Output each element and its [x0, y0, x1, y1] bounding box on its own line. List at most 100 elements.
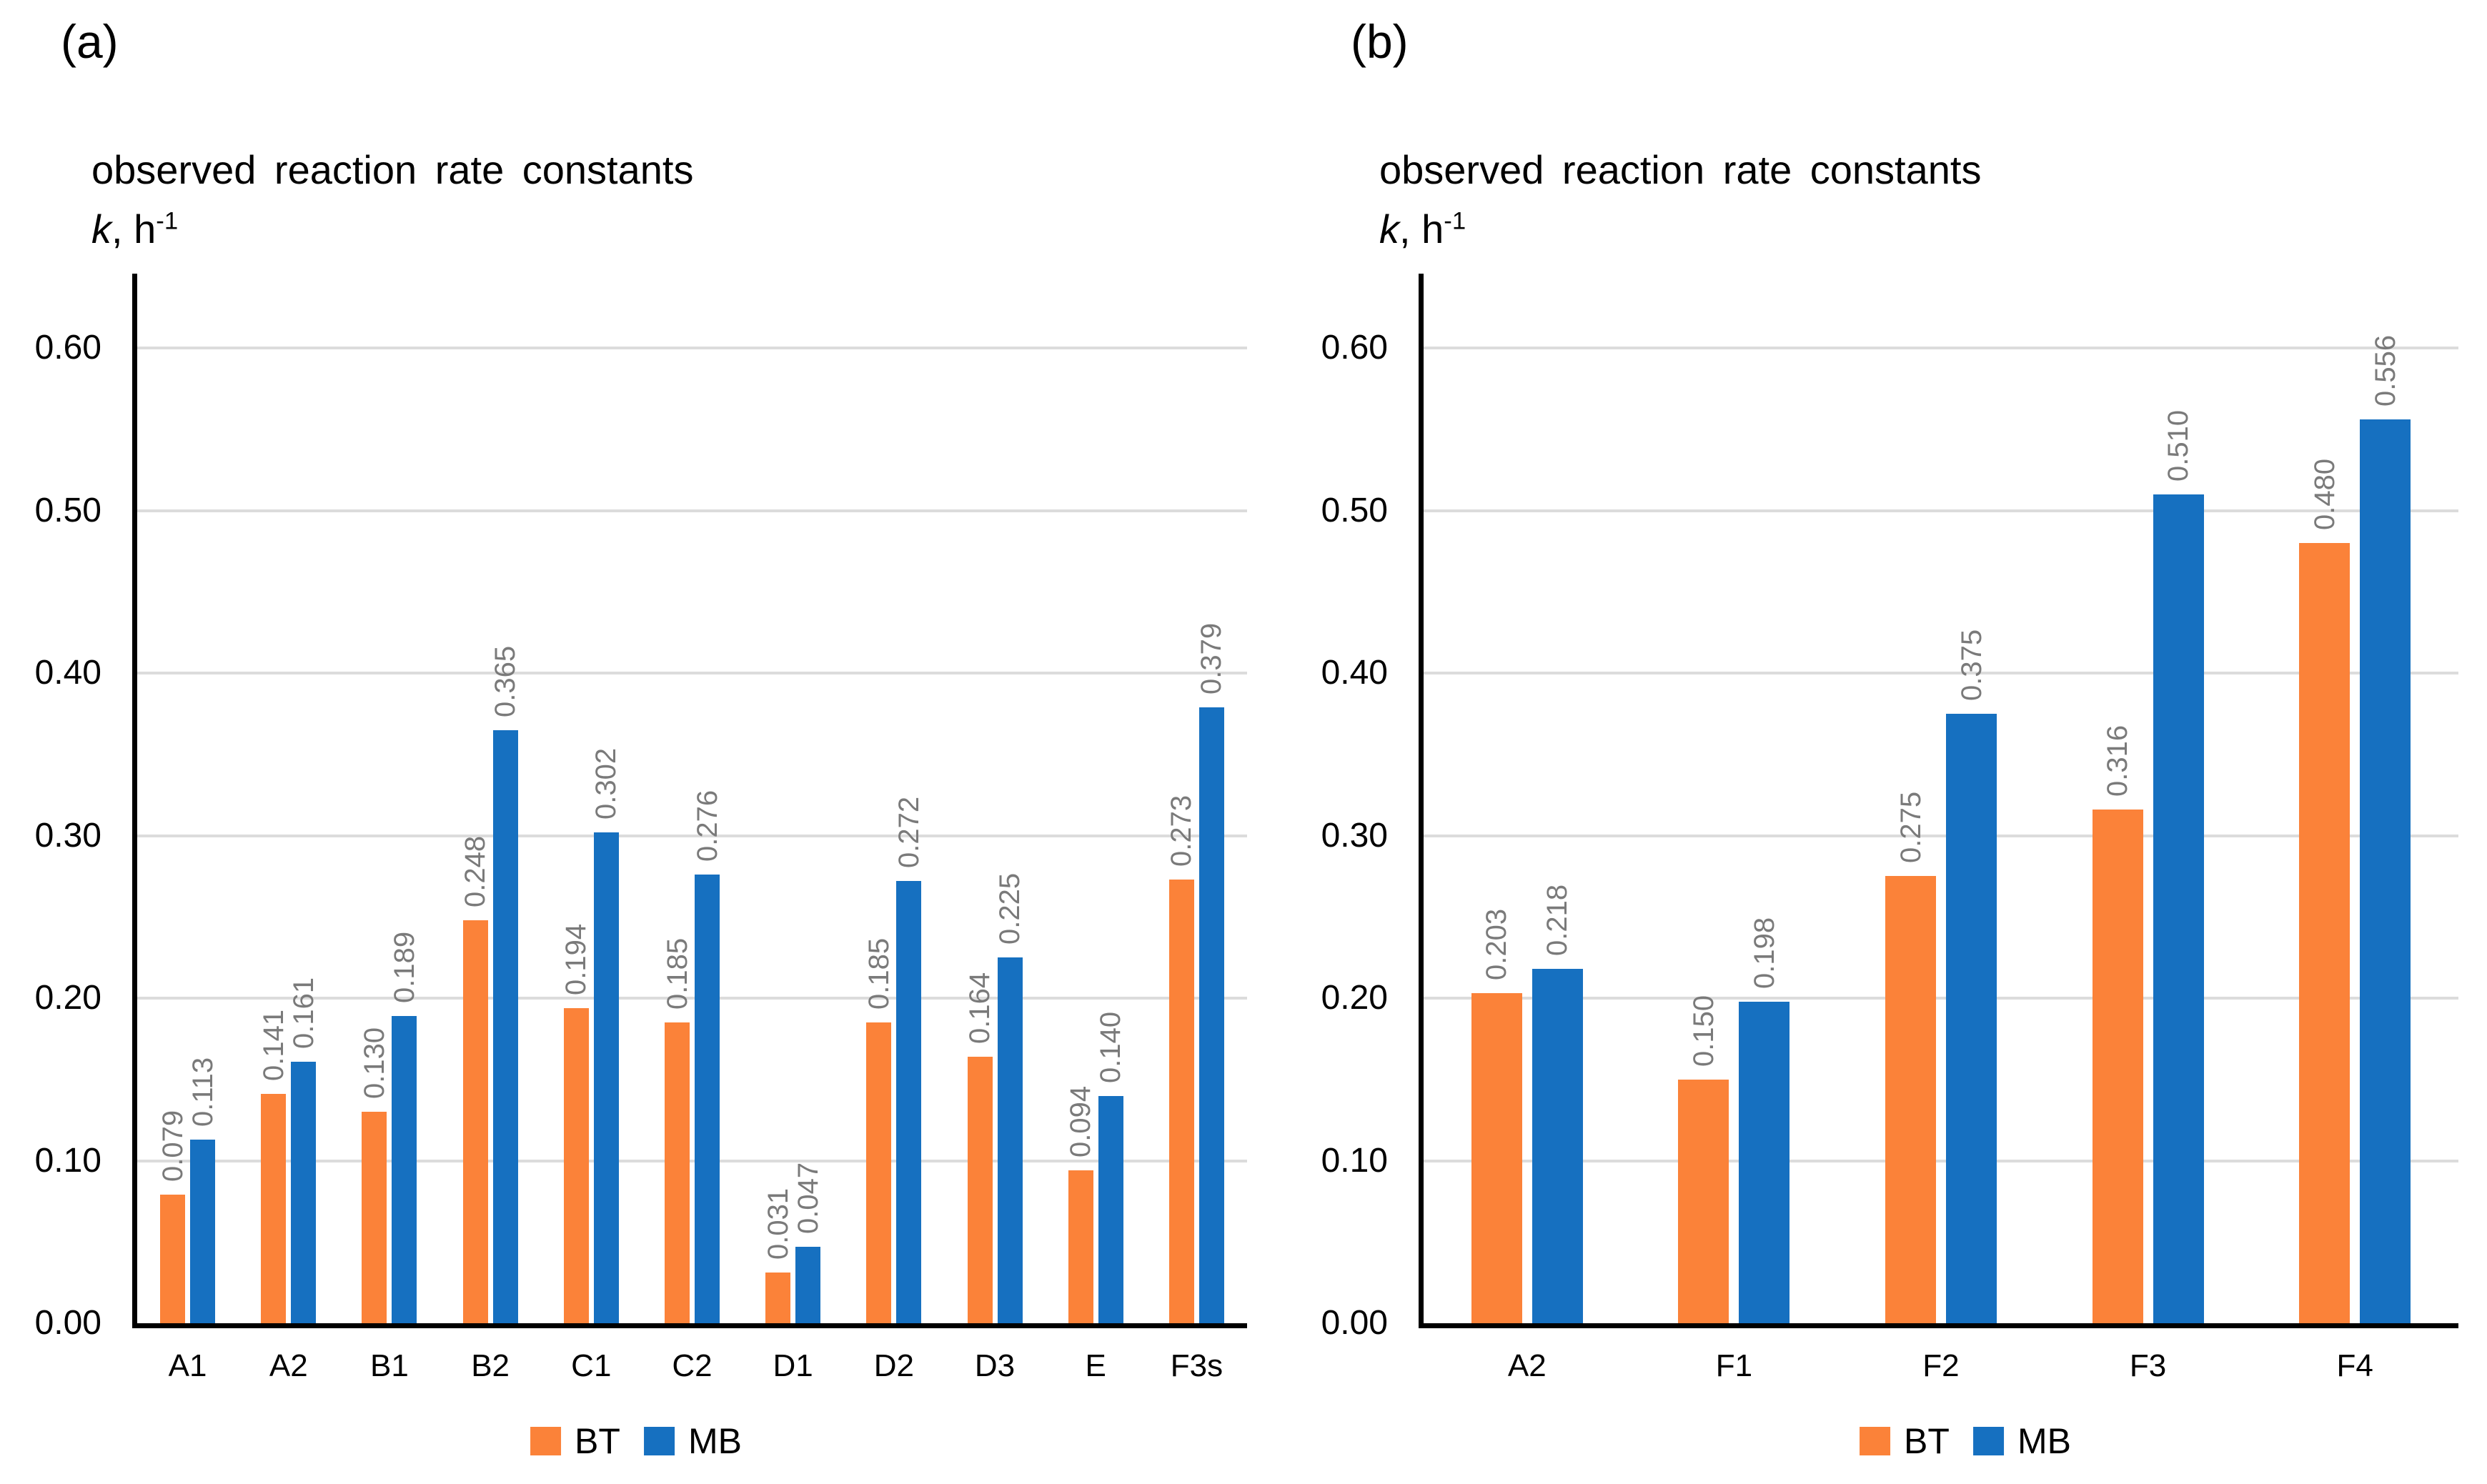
- panel-a-letter: (a): [61, 15, 119, 68]
- y-tick-label: 0.50: [34, 491, 101, 529]
- value-label: 0.194: [560, 923, 592, 995]
- panel-a-title: observed reaction rate constants: [91, 147, 694, 192]
- legend-item-bt: BT: [530, 1420, 620, 1462]
- plot-area-b: 0.00 0.10 0.20 0.30 0.40 0.50 0.60 0.203 0.218 A2…: [1321, 274, 2458, 1383]
- y-tick-label: 0.00: [1321, 1304, 1388, 1342]
- bar-bt-D2: [866, 1022, 892, 1323]
- value-label: 0.185: [863, 938, 895, 1010]
- x-category-label: B1: [370, 1348, 409, 1383]
- gridline: [1424, 834, 2458, 837]
- bar-bt-C1: [563, 1007, 589, 1323]
- panel-b-letter: (b): [1351, 15, 1409, 68]
- panel-a-y-axis-unit: k, h-1: [91, 206, 178, 252]
- legend-label-mb: MB: [2017, 1421, 2071, 1461]
- y-tick-label: 0.40: [1321, 654, 1388, 692]
- bar-mb-E: [1098, 1095, 1123, 1323]
- legend-swatch-bt: [1860, 1427, 1891, 1455]
- bar-bt-D3: [967, 1056, 993, 1323]
- bar-mb-F3: [2153, 494, 2204, 1323]
- x-category-label: F3: [2129, 1348, 2167, 1383]
- value-label: 0.140: [1095, 1011, 1127, 1083]
- x-category-label: C2: [672, 1348, 713, 1383]
- legend-label-bt: BT: [575, 1421, 620, 1461]
- legend-item-bt: BT: [1860, 1420, 1950, 1462]
- y-tick-label: 0.30: [34, 816, 101, 855]
- value-label: 0.141: [257, 1010, 289, 1082]
- bar-bt-A2: [1471, 993, 1522, 1323]
- value-label: 0.276: [691, 790, 723, 862]
- gridline: [1424, 997, 2458, 1000]
- value-label: 0.079: [157, 1110, 189, 1182]
- unit-rest: , h: [111, 206, 157, 252]
- x-category-label: B2: [471, 1348, 510, 1383]
- bar-mb-D1: [795, 1247, 821, 1323]
- x-category-label: F4: [2336, 1348, 2373, 1383]
- bar-bt-B1: [362, 1112, 387, 1323]
- value-label: 0.094: [1065, 1086, 1097, 1158]
- value-label: 0.150: [1687, 995, 1719, 1067]
- bar-mb-C1: [593, 832, 619, 1323]
- value-label: 0.218: [1542, 884, 1574, 957]
- y-tick-label: 0.20: [34, 979, 101, 1017]
- value-label: 0.248: [460, 835, 492, 907]
- bar-bt-F3: [2092, 810, 2143, 1323]
- plot-area-a: 0.00 0.10 0.20 0.30 0.40 0.50 0.60 0.079 0.113 A1…: [35, 274, 1247, 1383]
- gridline: [137, 347, 1247, 349]
- bar-mb-C2: [695, 875, 720, 1323]
- bar-bt-F2: [1885, 876, 1936, 1323]
- bar-mb-F4: [2360, 419, 2411, 1323]
- value-label: 0.375: [1955, 629, 1987, 701]
- value-label: 0.203: [1481, 909, 1513, 981]
- gridline: [137, 509, 1247, 512]
- bar-mb-F2: [1946, 713, 1997, 1323]
- unit-superscript: -1: [156, 207, 179, 235]
- bar-mb-A1: [190, 1139, 216, 1323]
- bar-bt-F1: [1678, 1079, 1729, 1323]
- x-category-label: A1: [168, 1348, 207, 1383]
- value-label: 0.273: [1166, 795, 1198, 867]
- gridline: [137, 1159, 1247, 1162]
- panel-a: (a) observed reaction rate constants k, …: [35, 15, 1247, 1462]
- bar-bt-E: [1068, 1170, 1093, 1323]
- y-tick-label: 0.60: [1321, 329, 1388, 367]
- value-label: 0.365: [490, 645, 522, 717]
- k-symbol: k: [91, 206, 111, 252]
- value-label: 0.189: [388, 931, 420, 1004]
- x-category-label: C1: [571, 1348, 612, 1383]
- panel-b: (b) observed reaction rate constants k, …: [1244, 0, 2487, 1484]
- panel-b-y-axis-unit: k, h-1: [1379, 206, 1466, 252]
- value-label: 0.556: [2369, 334, 2401, 407]
- gridline: [137, 834, 1247, 837]
- x-category-label: D1: [773, 1348, 813, 1383]
- bar-bt-B2: [462, 920, 488, 1323]
- value-label: 0.031: [762, 1188, 794, 1260]
- x-axis-line: [1419, 1323, 2458, 1328]
- x-category-label: F3s: [1170, 1348, 1223, 1383]
- legend-b: BT MB: [1860, 1420, 2071, 1462]
- y-tick-label: 0.30: [1321, 816, 1388, 855]
- x-category-label: A2: [1507, 1348, 1547, 1383]
- value-label: 0.272: [893, 797, 925, 869]
- bar-mb-D2: [896, 881, 922, 1323]
- value-label: 0.161: [287, 977, 319, 1049]
- bar-bt-A1: [160, 1195, 186, 1323]
- bar-mb-B2: [492, 729, 518, 1323]
- gridline: [1424, 347, 2458, 349]
- k-symbol: k: [1379, 206, 1399, 252]
- x-category-label: D3: [974, 1348, 1016, 1383]
- bar-mb-B1: [392, 1016, 417, 1323]
- value-label: 0.130: [358, 1027, 390, 1100]
- y-tick-label: 0.10: [34, 1141, 101, 1180]
- value-label: 0.047: [792, 1162, 824, 1235]
- y-tick-label: 0.60: [34, 329, 101, 367]
- bar-bt-C2: [665, 1022, 690, 1323]
- y-tick-label: 0.50: [1321, 491, 1388, 529]
- gridline: [1424, 1159, 2458, 1162]
- legend-swatch-mb: [643, 1427, 675, 1455]
- x-category-label: E: [1085, 1348, 1106, 1383]
- y-tick-label: 0.00: [34, 1304, 101, 1342]
- gridline: [137, 997, 1247, 1000]
- legend-a: BT MB: [530, 1420, 742, 1462]
- x-category-label: A2: [269, 1348, 308, 1383]
